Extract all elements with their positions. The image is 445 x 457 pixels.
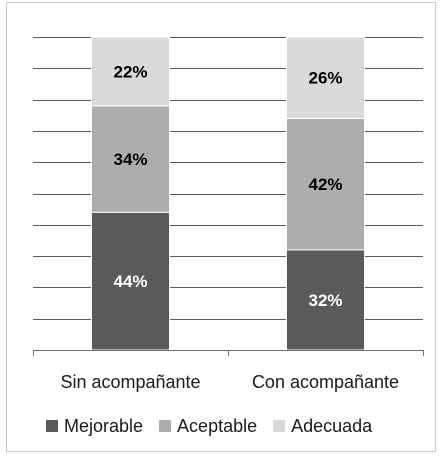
- data-label-con-acompanante-aceptable: 42%: [308, 175, 342, 194]
- x-axis: Sin acompañante Con acompañante: [33, 350, 424, 392]
- bar-sin-acompanante-aceptable: [91, 105, 170, 213]
- data-label-con-acompanante-adecuada: 26%: [308, 69, 342, 88]
- legend-swatch-mejorable: [46, 420, 58, 432]
- data-label-sin-acompanante-mejorable: 44%: [113, 272, 147, 291]
- bar-sin-acompanante-mejorable: [91, 211, 170, 351]
- legend-swatch-aceptable: [159, 420, 172, 432]
- bar-sin-acompanante-adecuada: [91, 36, 170, 107]
- legend-label-adecuada: Adecuada: [291, 416, 373, 436]
- data-label-sin-acompanante-adecuada: 22%: [113, 62, 147, 81]
- legend-label-mejorable: Mejorable: [64, 416, 143, 436]
- legend: Mejorable Aceptable Adecuada: [46, 416, 373, 436]
- bars: 44% 34% 22% 32% 42% 26%: [91, 36, 365, 351]
- x-tick-label-sin-acompanante: Sin acompañante: [60, 372, 200, 392]
- bar-con-acompanante-aceptable: [286, 117, 365, 251]
- legend-label-aceptable: Aceptable: [177, 416, 257, 436]
- legend-swatch-adecuada: [273, 420, 286, 432]
- bar-con-acompanante-mejorable: [286, 249, 365, 351]
- data-label-con-acompanante-mejorable: 32%: [308, 291, 342, 310]
- bar-con-acompanante-adecuada: [286, 36, 365, 119]
- x-tick-label-con-acompanante: Con acompañante: [252, 372, 399, 392]
- data-label-sin-acompanante-aceptable: 34%: [113, 150, 147, 169]
